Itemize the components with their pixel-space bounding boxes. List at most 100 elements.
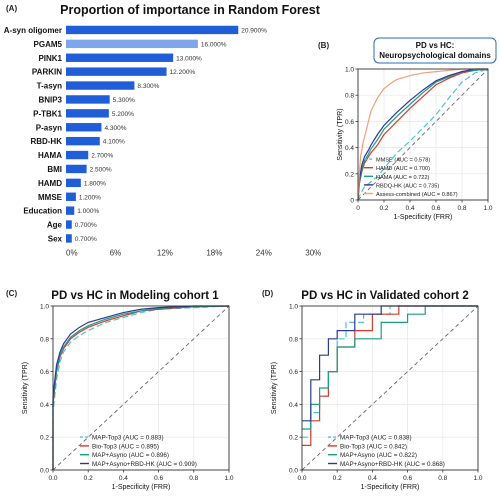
legend-entry: MAP-Top3 (AUC = 0.838) (340, 435, 412, 442)
bar-pink1 (66, 53, 174, 62)
bar-p-asyn (66, 123, 102, 132)
y-tick-label: 0.4 (289, 402, 298, 409)
legend-entry: Assess-combined (AUC = 0.867) (376, 192, 458, 198)
panel-b-roc-chart: 00 0.2 0.2 0.4 0.4 0.6 0.6 0.8 0.8 1.0 1.0 1-Specif… (337, 67, 493, 222)
y-axis-label: Sensitivity (TPR) (337, 108, 344, 160)
y-tick-label: 0.8 (289, 336, 298, 343)
roc-curve-1 (357, 68, 489, 201)
x-tick-label: 12% (157, 248, 173, 257)
plot-frame (357, 68, 489, 201)
roc-curve-3 (302, 305, 478, 422)
panel-c-roc-chart: 0.00.0 0.2 0.2 0.4 0.4 0.6 0.6 0.8 0.8 1.0 1.0 1-Sp… (22, 304, 234, 492)
legend-entry: MAP-Top3 (AUC = 0.883) (92, 435, 164, 442)
legend-entry: Bio-Top3 (AUC = 0.842) (340, 443, 407, 450)
x-tick-label: 1.0 (483, 205, 492, 212)
roc-curve-2 (302, 305, 478, 430)
category-label: Age (47, 221, 63, 230)
panel-b-title-box (373, 37, 497, 64)
bar-sex (66, 234, 72, 243)
category-label: BMI (47, 165, 62, 174)
bar-mmse (66, 192, 76, 201)
x-tick-label: 0.8 (189, 475, 198, 482)
bar-bnip3 (66, 95, 110, 104)
category-label: RBD-HK (30, 137, 62, 146)
plot-frame (301, 305, 479, 471)
x-tick-label: 0% (66, 248, 78, 257)
y-tick-label: 0.8 (40, 336, 49, 343)
panel-d-roc-chart: 0.00.0 0.2 0.2 0.4 0.4 0.6 0.6 0.8 0.8 1.0 1.0 1-Sp… (271, 304, 483, 492)
roc-curve-3 (52, 305, 229, 470)
panel-a-title: Proportion of importance in Random Fores… (60, 3, 321, 17)
roc-curve-3 (357, 68, 488, 201)
x-tick-label: 0 (356, 205, 360, 212)
roc-curve-2 (52, 305, 230, 470)
panel-c-title: PD vs HC in Modeling cohort 1 (51, 290, 219, 302)
panel-a-bar-chart: A-syn oligomer 20.900% PGAM5 16.000% PINK1 13… (4, 25, 321, 257)
category-label: Sex (48, 234, 63, 243)
bar-hamd (66, 178, 81, 188)
x-tick-label: 0.6 (431, 205, 440, 212)
y-tick-label: 0.4 (345, 145, 354, 152)
category-label: PGAM5 (34, 40, 63, 49)
x-tick-label: 1.0 (473, 475, 482, 482)
y-tick-label: 0.6 (345, 119, 354, 126)
value-label: 16.000% (201, 41, 227, 48)
plot-frame (52, 305, 230, 471)
y-tick-label: 0.6 (289, 369, 298, 376)
bar-parkin (66, 67, 167, 76)
x-tick-label: 0.0 (48, 475, 57, 482)
category-label: HAMD (38, 179, 62, 188)
reference-diagonal (52, 305, 230, 471)
y-tick-label: 0.8 (345, 93, 354, 100)
roc-curve-4 (357, 68, 488, 201)
y-tick-label: 0 (350, 198, 354, 205)
value-label: 5.200% (112, 111, 134, 118)
value-label: 4.100% (103, 139, 125, 146)
x-tick-label: 0.4 (119, 475, 128, 482)
bar-t-asyn (66, 81, 135, 90)
value-label: 13.000% (176, 55, 202, 62)
roc-curve-0 (302, 305, 478, 438)
category-label: T-asyn (37, 82, 62, 91)
legend-entry: MMSE (AUC = 0.578) (376, 158, 430, 164)
category-label: A-syn oligomer (4, 26, 62, 35)
bar-a-syn-oligomer (66, 25, 239, 35)
value-label: 4.300% (104, 125, 126, 132)
x-tick-label: 18% (206, 248, 222, 257)
legend-entry: Bio-Top3 (AUC = 0.895) (92, 443, 159, 450)
x-tick-label: 0.0 (297, 475, 306, 482)
y-tick-label: 0.2 (289, 435, 298, 442)
x-tick-label: 24% (256, 248, 272, 257)
panel-b-title-line2: Neuropsychological domains (379, 51, 491, 60)
category-label: P-TBK1 (33, 109, 62, 118)
x-tick-label: 0.6 (403, 475, 412, 482)
x-tick-label: 0.8 (438, 475, 447, 482)
category-label: BNIP3 (38, 95, 62, 104)
x-tick-label: 30% (305, 248, 321, 257)
x-axis-label: 1-Specificity (FRR) (112, 484, 171, 491)
value-label: 1.000% (77, 208, 99, 215)
panel-d-title: PD vs HC in Validated cohort 2 (301, 290, 468, 302)
panel-a-letter: (A) (6, 4, 17, 13)
x-tick-label: 0.8 (457, 205, 466, 212)
category-label: Education (23, 207, 62, 216)
x-tick-label: 0.2 (333, 475, 342, 482)
panel-b-letter: (B) (318, 41, 329, 50)
legend-entry: MAP+Asyno (AUC = 0.896) (92, 452, 169, 459)
bar-hama (66, 150, 89, 160)
value-label: 5.300% (113, 97, 135, 104)
bar-age (66, 220, 72, 229)
y-tick-label: 0.6 (40, 369, 49, 376)
x-axis-label: 1-Specificity (FRR) (394, 214, 453, 221)
y-tick-label: 1.0 (289, 304, 298, 311)
y-tick-label: 0.2 (345, 171, 354, 178)
reference-diagonal (301, 305, 479, 471)
bar-bmi (66, 164, 87, 174)
panel-d-letter: (D) (262, 289, 273, 298)
legend-entry: HAMD (AUC = 0.700) (376, 166, 430, 172)
x-tick-label: 0.6 (154, 475, 163, 482)
reference-diagonal (357, 68, 489, 201)
value-label: 2.500% (90, 166, 112, 173)
x-tick-label: 1.0 (224, 475, 233, 482)
legend-entry: HAMA (AUC = 0.722) (376, 175, 429, 181)
